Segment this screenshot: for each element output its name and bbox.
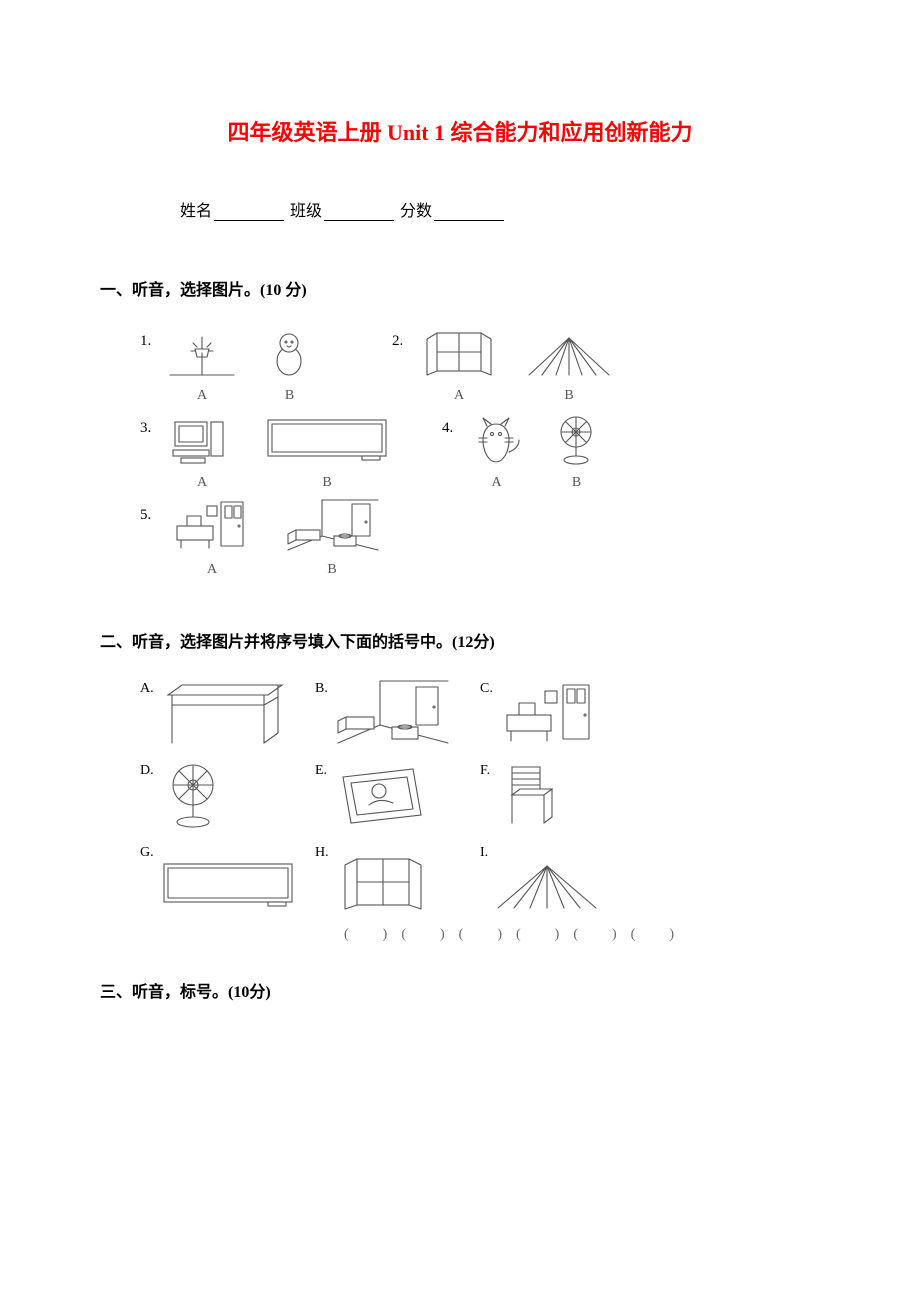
fan-icon (158, 759, 228, 831)
classroom-corner-icon (282, 499, 382, 554)
section-2-heading: 二、听音，选择图片并将序号填入下面的括号中。(12分) (100, 628, 820, 652)
classroom-front-icon (497, 677, 607, 749)
picture-frame-icon (331, 759, 431, 831)
desk-icon (158, 677, 288, 749)
answer-blank[interactable]: ( ) (516, 923, 561, 943)
option-letter: C. (480, 677, 493, 697)
section-1-grid: 1. A B 2. (140, 325, 820, 578)
option-letter: I. (480, 841, 488, 861)
answer-blank[interactable]: ( ) (459, 923, 504, 943)
option-label: B (327, 562, 336, 578)
q2-row-1: A. B. C. (140, 677, 820, 749)
option-letter: A. (140, 677, 154, 697)
q-number: 5. (140, 499, 155, 524)
doll-icon (262, 325, 317, 380)
option-label: B (572, 475, 581, 491)
option-letter: H. (315, 841, 329, 861)
answer-blank[interactable]: ( ) (631, 923, 676, 943)
fan-icon (549, 412, 604, 467)
q1-row-2: 3. A B 4. (140, 412, 820, 491)
q-number: 4. (442, 412, 457, 437)
floor-icon (492, 841, 602, 913)
q-number: 1. (140, 325, 155, 350)
page-title: 四年级英语上册 Unit 1 综合能力和应用创新能力 (100, 115, 820, 147)
answer-blank[interactable]: ( ) (344, 923, 389, 943)
option-label: A (197, 388, 207, 404)
option-label: B (285, 388, 294, 404)
answer-blank[interactable]: ( ) (401, 923, 446, 943)
class-label: 班级 (290, 203, 322, 220)
computer-icon (167, 412, 237, 467)
name-blank[interactable] (214, 206, 284, 221)
section-2-grid: A. B. C. D. (140, 677, 820, 943)
name-label: 姓名 (180, 203, 212, 220)
score-label: 分数 (400, 203, 432, 220)
window-icon (333, 841, 433, 913)
option-label: B (322, 475, 331, 491)
option-letter: E. (315, 759, 327, 779)
q-number: 2. (392, 325, 407, 350)
option-label: A (491, 475, 501, 491)
q2-row-3: G. H. I. (140, 841, 820, 913)
q-number: 3. (140, 412, 155, 437)
q2-row-2: D. E. F. (140, 759, 820, 831)
q1-row-3: 5. A B (140, 499, 820, 578)
classroom-front-icon (167, 499, 257, 554)
option-label: A (197, 475, 207, 491)
section-3-heading: 三、听音，标号。(10分) (100, 978, 820, 1002)
blackboard-icon (262, 412, 392, 467)
option-letter: B. (315, 677, 328, 697)
student-info-line: 姓名 班级 分数 (180, 197, 820, 221)
option-letter: G. (140, 841, 154, 861)
class-blank[interactable] (324, 206, 394, 221)
option-label: B (564, 388, 573, 404)
answer-blank[interactable]: ( ) (573, 923, 618, 943)
score-blank[interactable] (434, 206, 504, 221)
section-1-heading: 一、听音，选择图片。(10 分) (100, 276, 820, 300)
q1-row-1: 1. A B 2. (140, 325, 820, 404)
light-icon (167, 325, 237, 380)
option-letter: D. (140, 759, 154, 779)
room-corner-icon (332, 677, 452, 749)
chair-icon (494, 759, 564, 831)
answer-parentheses-row: ( ) ( ) ( ) ( ) ( ) ( ) (200, 923, 820, 943)
option-label: A (207, 562, 217, 578)
cat-icon (469, 412, 524, 467)
blackboard-icon (158, 841, 298, 913)
window-icon (419, 325, 499, 380)
option-label: A (454, 388, 464, 404)
option-letter: F. (480, 759, 490, 779)
floor-icon (524, 325, 614, 380)
worksheet-page: 四年级英语上册 Unit 1 综合能力和应用创新能力 姓名 班级 分数 一、听音… (0, 0, 920, 1087)
